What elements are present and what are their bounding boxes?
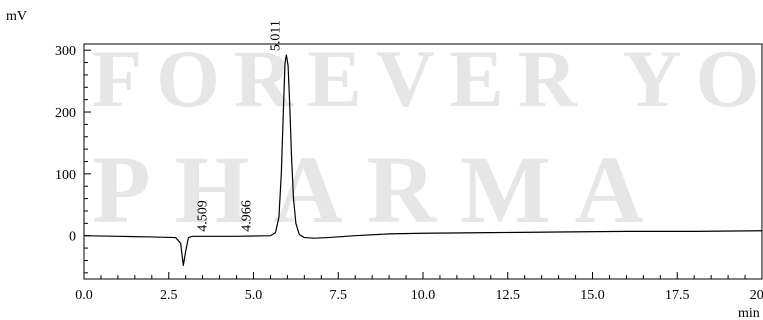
axis-ticks: 0.0 2.5 5.0 7.5 10.0 12.5 15.0 17.5 20.0 0 100 200 3… (55, 44, 763, 303)
x-tick-label: 17.5 (665, 288, 690, 303)
y-tick-label: 200 (55, 106, 76, 121)
y-tick-label: 300 (55, 44, 76, 59)
peak-label: 4.966 (240, 200, 255, 232)
x-tick-label: 7.5 (330, 288, 348, 303)
watermark-line-2: PHARMA (92, 136, 668, 243)
x-tick-label: 2.5 (160, 288, 178, 303)
x-tick-label: 12.5 (496, 288, 521, 303)
x-tick-label: 10.0 (411, 288, 436, 303)
y-tick-label: 0 (69, 230, 76, 245)
peak-labels: 4.509 4.966 5.011 (196, 20, 284, 232)
y-tick-label: 100 (55, 168, 76, 183)
x-unit-label: min (738, 306, 760, 320)
x-tick-label: 20.0 (750, 288, 763, 303)
y-unit-label: mV (6, 9, 27, 24)
watermark-line-1: FOREVER YO (92, 33, 763, 124)
peak-label: 5.011 (269, 20, 284, 51)
peak-label: 4.509 (196, 200, 211, 232)
chromatogram-line (83, 54, 763, 266)
x-tick-label: 5.0 (245, 288, 263, 303)
x-tick-label: 0.0 (75, 288, 93, 303)
x-tick-label: 15.0 (580, 288, 605, 303)
series-layer (83, 54, 763, 266)
